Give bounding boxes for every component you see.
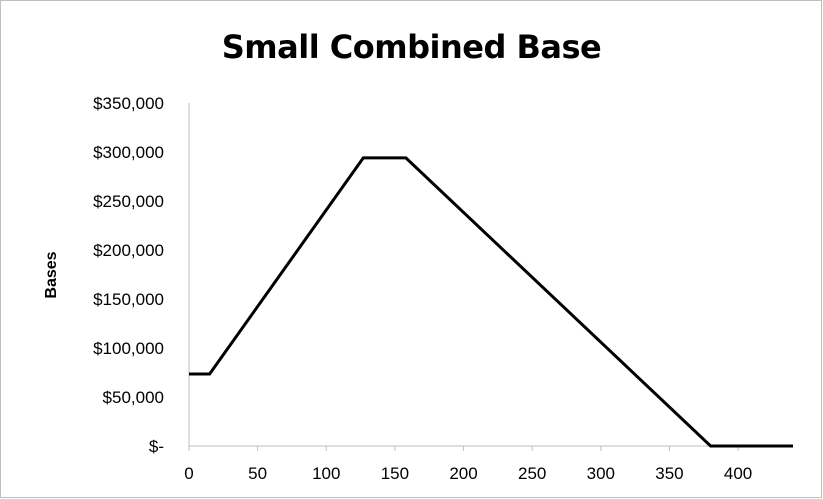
y-tick-label: $- — [149, 437, 164, 456]
series-line — [189, 156, 793, 448]
x-tick-label: 50 — [248, 464, 267, 483]
y-tick-label: $50,000 — [103, 388, 164, 407]
y-tick-labels: $- $50,000 $100,000 $150,000 $200,000 $250,00… — [93, 94, 164, 456]
y-tick-label: $150,000 — [93, 290, 164, 309]
y-tick-label: $100,000 — [93, 339, 164, 358]
y-axis-title: Bases — [43, 251, 60, 298]
x-tick-label: 350 — [655, 464, 683, 483]
x-tick-label: 150 — [381, 464, 409, 483]
y-tick-label: $200,000 — [93, 241, 164, 260]
x-tick-label: 0 — [184, 464, 193, 483]
x-tick-marks — [188, 446, 739, 451]
x-tick-labels: 0 50 100 150 200 250 300 350 400 — [184, 464, 752, 483]
chart-title: Small Combined Base — [221, 28, 602, 66]
x-tick-label: 250 — [518, 464, 546, 483]
x-tick-label: 400 — [724, 464, 752, 483]
x-tick-label: 100 — [312, 464, 340, 483]
x-tick-label: 200 — [449, 464, 477, 483]
y-tick-label: $250,000 — [93, 192, 164, 211]
y-tick-label: $350,000 — [93, 94, 164, 113]
y-tick-label: $300,000 — [93, 143, 164, 162]
x-tick-label: 300 — [587, 464, 615, 483]
